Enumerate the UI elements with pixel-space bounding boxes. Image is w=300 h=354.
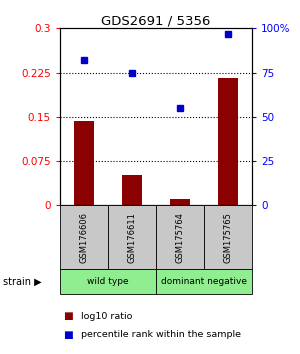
Text: GSM176611: GSM176611 bbox=[128, 212, 136, 263]
Text: percentile rank within the sample: percentile rank within the sample bbox=[81, 330, 241, 339]
Bar bbox=[74, 121, 94, 205]
Text: log10 ratio: log10 ratio bbox=[81, 312, 132, 321]
Text: GSM175764: GSM175764 bbox=[176, 212, 184, 263]
Text: dominant negative: dominant negative bbox=[161, 277, 247, 286]
Bar bbox=[170, 199, 190, 205]
Text: wild type: wild type bbox=[87, 277, 129, 286]
Title: GDS2691 / 5356: GDS2691 / 5356 bbox=[101, 14, 211, 27]
Text: ■: ■ bbox=[63, 330, 73, 339]
Bar bbox=[218, 79, 238, 205]
Text: GSM176606: GSM176606 bbox=[80, 212, 88, 263]
Text: ■: ■ bbox=[63, 311, 73, 321]
Text: GSM175765: GSM175765 bbox=[224, 212, 232, 263]
Text: strain ▶: strain ▶ bbox=[3, 276, 42, 286]
Bar bbox=[122, 175, 142, 205]
